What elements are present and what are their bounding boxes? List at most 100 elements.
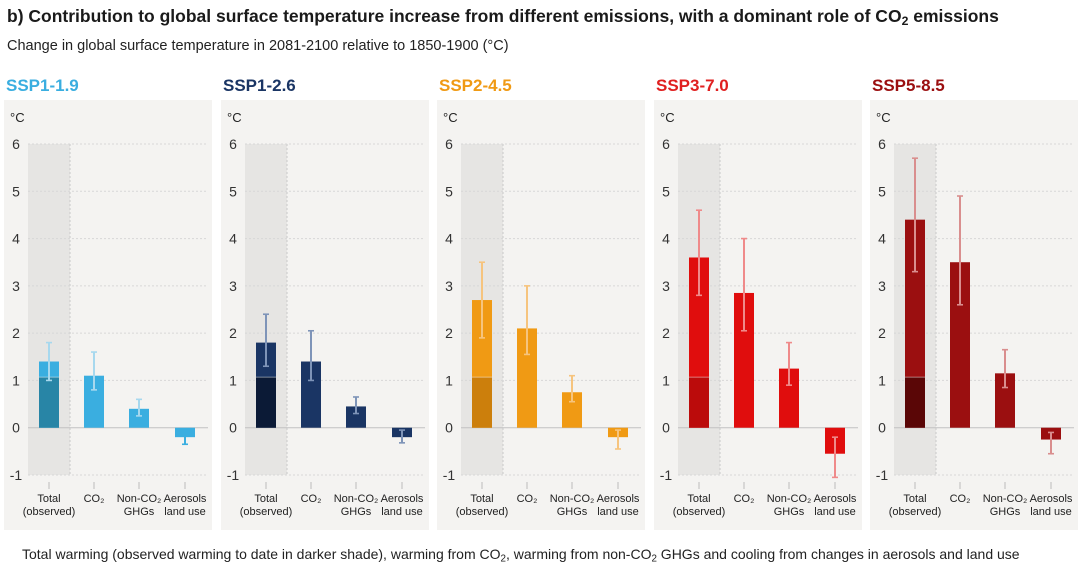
y-tick-label: 0 [12,420,20,436]
y-tick-label: 2 [229,325,237,341]
caption-part: , warming from non-CO [505,546,652,562]
x-tick-label-line2: GHGs [773,506,804,518]
bar-2 [778,368,799,428]
y-tick-label: 4 [662,231,670,247]
y-tick-label: 4 [878,231,886,247]
bar-2 [129,408,149,428]
x-tick-label-line2: GHGs [340,506,371,518]
title-text-end: emissions [908,6,999,26]
x-tick-label: Total [470,493,493,505]
x-tick-label-line2: GHGs [124,506,155,518]
x-tick-label-line2: GHGs [990,506,1021,518]
y-tick-label: 1 [878,372,886,388]
y-tick-label: 3 [12,278,20,294]
y-tick-label: 2 [662,325,670,341]
bar-2 [345,406,366,428]
x-tick-label: CO₂ [517,493,538,505]
chart-panel-ssp3-7-0: SSP3-7.0 °C 6 5 4 3 2 1 0 -1 Total(observed) CO₂ Non… [653,76,862,530]
x-tick-label: CO₂ [84,493,105,505]
x-tick-label: CO₂ [733,493,754,505]
y-tick-label: -1 [226,467,239,483]
bar-1 [733,292,754,428]
x-tick-label: Non-CO₂ [333,493,378,505]
x-tick-label: Non-CO₂ [766,493,811,505]
bar-observed-shade [688,377,709,428]
y-tick-label: 3 [662,278,670,294]
y-tick-label: -1 [10,467,23,483]
y-tick-label: 3 [229,278,237,294]
y-tick-label: 1 [445,372,453,388]
caption-part: Total warming (observed warming to date … [22,546,501,562]
chart-panel-ssp1-1-9: SSP1-1.9 °C 6 5 4 3 2 1 0 -1 Total(observed) CO₂ Non… [4,76,212,530]
title-text: b) Contribution to global surface temper… [7,6,902,26]
bar-1 [517,328,537,428]
x-tick-label-line2: land use [164,506,206,518]
y-unit-label: °C [660,110,675,125]
scenario-title: SSP2-4.5 [439,76,512,95]
y-tick-label: 6 [12,136,20,152]
y-tick-label: 1 [12,372,20,388]
y-tick-label: 0 [445,420,453,436]
bar-2 [562,392,582,428]
x-tick-label-line2: (observed) [23,506,76,518]
x-tick-label-line2: (observed) [456,506,509,518]
y-tick-label: 0 [229,420,237,436]
y-tick-label: 2 [445,325,453,341]
chart-panel-ssp2-4-5: SSP2-4.5 °C 6 5 4 3 2 1 0 -1 Total(observed) CO₂ Non… [437,76,645,530]
scenario-title: SSP3-7.0 [656,76,729,95]
x-tick-label: Non-CO₂ [983,493,1028,505]
y-tick-label: -1 [659,467,672,483]
x-tick-label: CO₂ [950,493,971,505]
chart-panel-ssp1-2-6: SSP1-2.6 °C 6 5 4 3 2 1 0 -1 Total(observed) CO₂ Non… [220,76,429,530]
x-tick-label-line2: land use [814,506,856,518]
x-tick-label: Non-CO₂ [550,493,595,505]
scenario-title: SSP1-1.9 [6,76,79,95]
y-tick-label: 0 [662,420,670,436]
y-unit-label: °C [10,110,25,125]
y-tick-label: 2 [878,325,886,341]
y-tick-label: -1 [443,467,456,483]
x-tick-label-line2: land use [381,506,423,518]
y-tick-label: 2 [12,325,20,341]
y-tick-label: 6 [662,136,670,152]
x-tick-label-line2: land use [1030,506,1072,518]
x-tick-label-line2: land use [597,506,639,518]
bar-1 [300,361,321,428]
y-unit-label: °C [227,110,242,125]
y-tick-label: 0 [878,420,886,436]
caption-subscript: 2 [651,553,657,565]
x-tick-label-line2: (observed) [239,506,292,518]
x-tick-label: Total [37,493,60,505]
y-tick-label: 3 [878,278,886,294]
bar-observed-shade [905,377,925,428]
y-tick-label: 5 [662,183,670,199]
x-tick-label: Aerosols [597,493,640,505]
x-tick-label-line2: (observed) [889,506,942,518]
scenario-title: SSP1-2.6 [223,76,296,95]
y-tick-label: 5 [12,183,20,199]
bar-observed-shade [472,377,492,428]
y-tick-label: 6 [229,136,237,152]
chart-panel-ssp5-8-5: SSP5-8.5 °C 6 5 4 3 2 1 0 -1 Total(observed) CO₂ Non… [870,76,1078,530]
bar-observed-shade [255,377,276,428]
figure-caption: Total warming (observed warming to date … [22,546,1020,565]
caption-subscript: 2 [500,553,506,565]
bar-1 [84,375,104,428]
y-tick-label: 1 [229,372,237,388]
y-tick-label: 6 [445,136,453,152]
chart-panels: SSP1-1.9 °C 6 5 4 3 2 1 0 -1 Total (observed) CO₂ Non… [0,70,1080,530]
y-tick-label: 5 [878,183,886,199]
x-tick-label: Aerosols [164,493,207,505]
title-subscript: 2 [901,14,909,29]
x-tick-label-line2: GHGs [557,506,588,518]
figure-title: b) Contribution to global surface temper… [7,6,999,27]
y-tick-label: 5 [445,183,453,199]
y-tick-label: 4 [445,231,453,247]
x-tick-label: Aerosols [813,493,856,505]
y-tick-label: 3 [445,278,453,294]
x-tick-label: Non-CO₂ [117,493,162,505]
y-tick-label: 4 [229,231,237,247]
y-tick-label: 4 [12,231,20,247]
figure-subtitle: Change in global surface temperature in … [7,38,509,54]
x-tick-label: Aerosols [380,493,423,505]
